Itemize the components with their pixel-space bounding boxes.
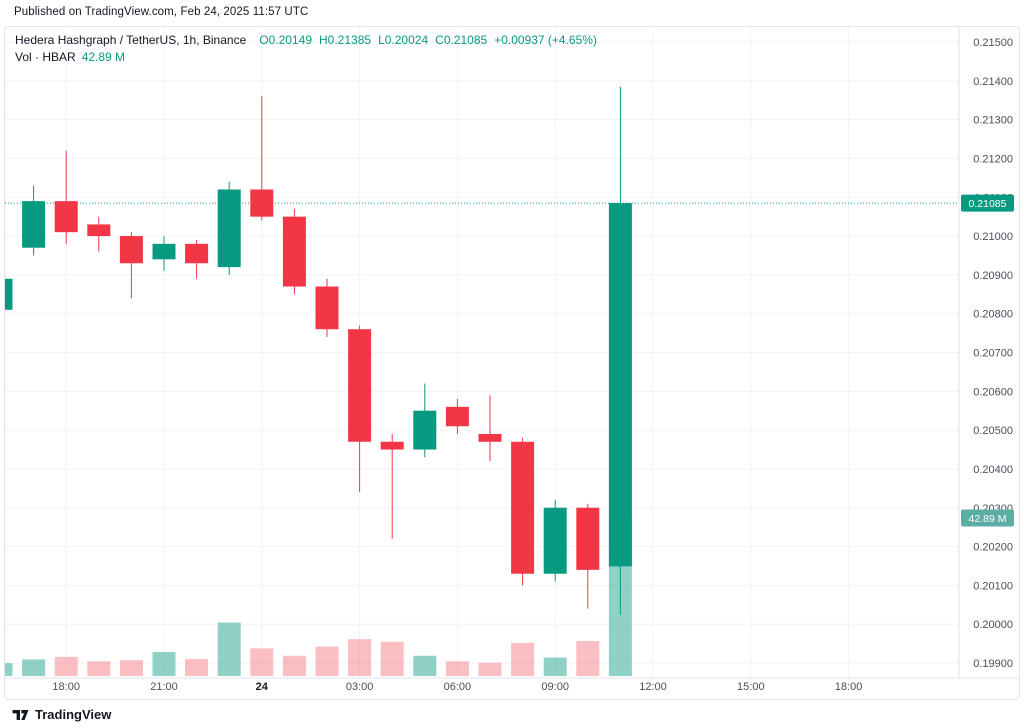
- volume-bar: [5, 663, 13, 676]
- price-axis-label: 0.20500: [973, 425, 1013, 437]
- time-axis-label: 21:00: [150, 681, 178, 693]
- time-axis-label: 09:00: [541, 681, 569, 693]
- candle-body: [152, 243, 176, 260]
- price-axis-label: 0.21300: [973, 115, 1013, 127]
- candle-body: [119, 236, 143, 264]
- price-axis-label: 0.19900: [973, 658, 1013, 670]
- chart-frame: 0.215000.214000.213000.212000.211000.210…: [4, 26, 1020, 700]
- price-axis-label: 0.21200: [973, 153, 1013, 165]
- price-axis-label: 0.21400: [973, 76, 1013, 88]
- tradingview-brand-text: TradingView: [35, 707, 112, 722]
- price-axis-label: 0.21000: [973, 231, 1013, 243]
- candle-body: [348, 329, 372, 442]
- price-axis-label: 0.20200: [973, 542, 1013, 554]
- time-axis-label: 03:00: [346, 681, 374, 693]
- volume-bar: [152, 652, 176, 676]
- time-axis-label: 15:00: [737, 681, 765, 693]
- candle-body: [54, 201, 78, 233]
- candle-body: [250, 189, 274, 217]
- tradingview-logo-link[interactable]: TradingView: [12, 706, 111, 723]
- volume-bar: [478, 662, 502, 676]
- candle-body: [22, 201, 46, 248]
- current-price-badge: [961, 194, 1014, 212]
- volume-badge: [961, 509, 1014, 527]
- time-axis-label: 24: [256, 681, 269, 693]
- price-axis-label: 0.21500: [973, 37, 1013, 49]
- volume-row: Vol · HBAR 42.89 M: [15, 49, 597, 65]
- candle-body: [217, 189, 241, 268]
- price-axis-label: 0.20900: [973, 270, 1013, 282]
- candle-body: [185, 243, 209, 264]
- candle-body: [380, 441, 404, 450]
- candle-body: [87, 224, 111, 237]
- volume-value: 42.89 M: [81, 50, 126, 64]
- volume-bar: [445, 661, 469, 676]
- symbol-row: Hedera Hashgraph / TetherUS, 1h, Binance…: [15, 32, 597, 48]
- candle-body: [413, 410, 437, 450]
- time-axis-label: 18:00: [835, 681, 863, 693]
- chart-svg: 0.215000.214000.213000.212000.211000.210…: [5, 27, 1019, 693]
- change-value: +0.00937 (+4.65%): [494, 33, 597, 47]
- price-axis-label: 0.20600: [973, 386, 1013, 398]
- ohlc-values: O0.20149 H0.21385 L0.20024 C0.21085: [252, 33, 487, 47]
- candle-body: [445, 406, 469, 427]
- candle-body: [5, 278, 13, 310]
- volume-bar: [282, 655, 306, 676]
- volume-label: Vol · HBAR: [15, 50, 76, 64]
- price-axis-label: 0.20800: [973, 309, 1013, 321]
- time-axis-label: 12:00: [639, 681, 667, 693]
- volume-badge-label: 42.89 M: [969, 513, 1007, 525]
- open-value: O0.20149: [259, 33, 312, 47]
- high-value: H0.21385: [319, 33, 372, 47]
- low-value: L0.20024: [378, 33, 429, 47]
- volume-bar: [87, 661, 111, 676]
- close-value: C0.21085: [435, 33, 488, 47]
- price-axis-label: 0.20700: [973, 348, 1013, 360]
- price-axis-label: 0.20100: [973, 580, 1013, 592]
- published-line: Published on TradingView.com, Feb 24, 20…: [14, 6, 309, 18]
- time-axis-label: 18:00: [52, 681, 80, 693]
- tradingview-logo-icon: [12, 710, 29, 720]
- time-axis-label: 06:00: [444, 681, 472, 693]
- current-price-badge-label: 0.21085: [969, 198, 1007, 210]
- candle-body: [478, 434, 502, 442]
- symbol-title: Hedera Hashgraph / TetherUS, 1h, Binance: [15, 33, 247, 47]
- candle-body: [315, 286, 339, 330]
- volume-bar: [511, 642, 535, 676]
- volume-bar: [315, 646, 339, 676]
- volume-bar: [54, 656, 78, 676]
- volume-bar: [576, 641, 600, 676]
- candle-body: [576, 507, 600, 570]
- volume-bar: [119, 660, 143, 676]
- candle-body: [608, 203, 632, 567]
- volume-bar: [217, 622, 241, 676]
- candle-body: [282, 216, 306, 287]
- legend: Hedera Hashgraph / TetherUS, 1h, Binance…: [15, 32, 597, 65]
- volume-bar: [22, 659, 46, 676]
- volume-bar: [380, 641, 404, 676]
- price-axis-label: 0.20000: [973, 619, 1013, 631]
- volume-bar: [348, 639, 372, 676]
- volume-bar: [250, 648, 274, 676]
- volume-bar: [185, 659, 209, 676]
- price-axis-label: 0.20400: [973, 464, 1013, 476]
- candle-body: [543, 507, 567, 574]
- volume-bar: [543, 657, 567, 676]
- volume-bar: [413, 655, 437, 676]
- candle-body: [511, 441, 535, 574]
